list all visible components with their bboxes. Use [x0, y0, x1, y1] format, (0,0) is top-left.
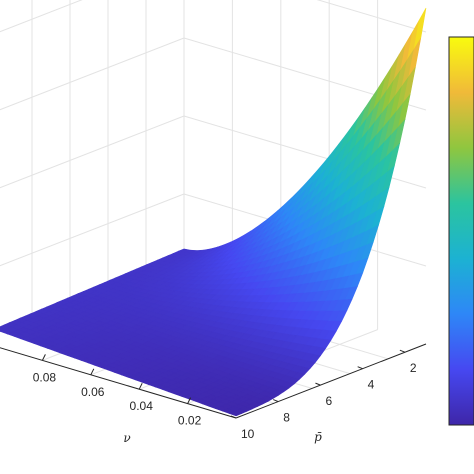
axes-box — [0, 343, 427, 419]
x-tick-label: 0.08 — [33, 370, 57, 384]
x-tick-label: 0.06 — [81, 385, 105, 399]
y-tick-label: 2 — [410, 361, 417, 375]
colorbar — [448, 36, 474, 426]
y-tick-label: 10 — [241, 427, 255, 441]
x-tick-label: 0.02 — [178, 414, 202, 428]
x-axis-label: ν — [123, 431, 130, 445]
surface-mesh — [0, 7, 427, 417]
y-tick-label: 6 — [325, 394, 332, 408]
x-tick-label: 0.04 — [130, 399, 154, 413]
y-tick-label: 4 — [368, 378, 375, 392]
surface-patch — [228, 410, 243, 417]
y-tick-label: 8 — [283, 411, 290, 425]
y-axis-label: p̄ — [314, 430, 322, 444]
tick-labels: 0.08 0.06 0.04 0.02 10 8 6 4 2 — [33, 361, 417, 441]
